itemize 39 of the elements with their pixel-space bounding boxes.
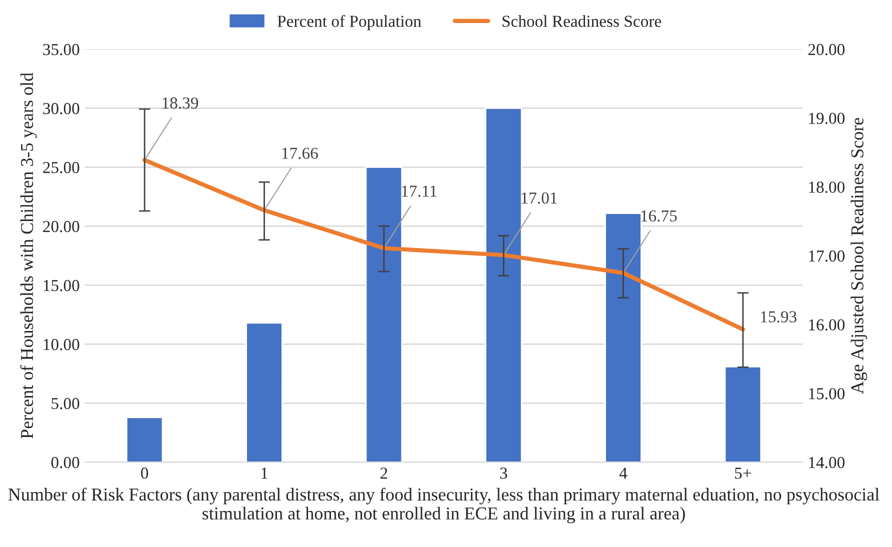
y2-axis-title: Age Adjusted School Readiness Score [850,118,868,394]
bar [484,108,522,462]
y-tick-label: 20.00 [43,220,80,232]
x-tick-label: 3 [500,468,508,479]
y2-tick-label: 20.00 [808,44,845,56]
bar [246,322,283,462]
y-tick-label: 25.00 [43,162,80,174]
y-tick-label: 10.00 [44,338,80,350]
x-axis-title: Number of Risk Factors (any parental distress, any food insecurity, less than primary maternal eduation, no psychosocial stimulation at home, not enrolled in ECE and living in a rural area) [8,488,880,524]
x-tick-label: 1 [262,468,268,479]
y-tick-label: 0.00 [51,456,80,468]
y2-tick-label: 19.00 [809,112,845,124]
bar [126,416,164,462]
y-axis-title: Percent of Households with Children 3-5 years old [20,72,37,438]
y2-tick-label: 14.00 [809,456,845,468]
bar [365,166,403,462]
y-tick-label: 35.00 [43,44,80,56]
y2-tick-label: 15.00 [809,388,845,400]
bar [724,366,762,462]
y-tick-label: 5.00 [52,398,80,410]
y2-tick-label: 16.00 [809,319,845,331]
line-series [142,158,746,332]
x-tick-label: 4 [619,468,628,479]
data-label: 18.39 [162,97,198,109]
bar [604,212,642,462]
y2-tick-label: 17.00 [809,250,845,262]
data-label: 15.93 [761,311,796,323]
y-tick-label: 30.00 [43,102,80,114]
y2-tick-label: 18.00 [809,182,845,193]
data-label: 17.66 [282,148,318,159]
legend-label: School Readiness Score [502,15,662,27]
x-tick-label: 5+ [735,468,752,479]
y-tick-label: 15.00 [44,280,80,292]
data-label: 16.75 [641,210,677,222]
data-label: 17.01 [522,192,557,204]
legend-label: Percent of Population [278,15,422,30]
x-tick-label: 2 [380,468,388,479]
x-tick-label: 0 [141,468,148,479]
data-label: 17.11 [402,186,436,197]
